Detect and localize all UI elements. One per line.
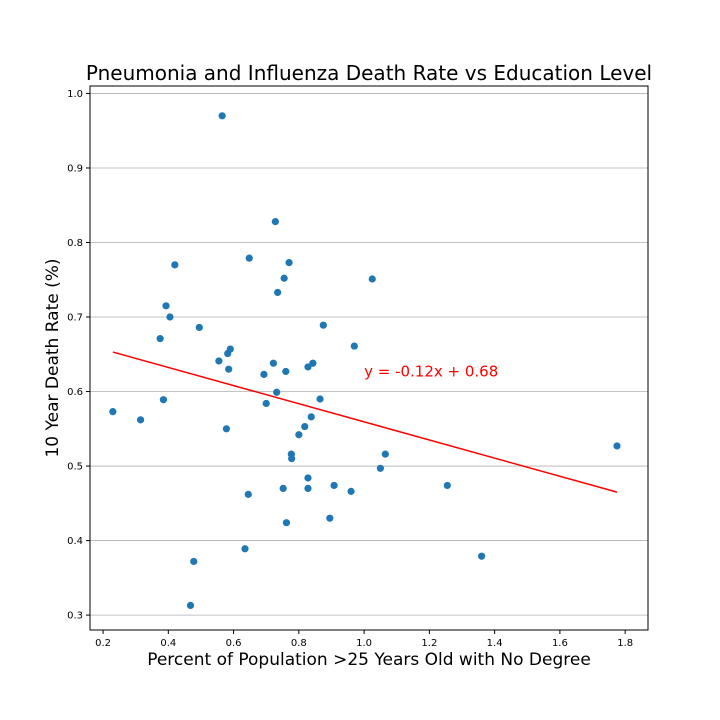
x-tick-label: 0.6 bbox=[226, 638, 242, 649]
data-point bbox=[225, 365, 233, 373]
data-point bbox=[280, 274, 288, 282]
x-axis-ticks: 0.2 0.4 0.6 0.8 1.0 1.2 1.4 1.6 1.8 bbox=[95, 630, 633, 649]
data-point bbox=[330, 481, 338, 490]
data-point bbox=[326, 514, 334, 522]
data-point bbox=[347, 487, 355, 495]
y-tick-label: 0.8 bbox=[67, 238, 83, 249]
regression-equation: y = -0.12x + 0.68 bbox=[364, 363, 498, 381]
data-point bbox=[271, 218, 279, 226]
y-tick-label: 0.6 bbox=[67, 387, 83, 398]
data-point bbox=[304, 363, 312, 371]
data-point bbox=[316, 395, 324, 403]
x-tick-label: 1.8 bbox=[617, 638, 633, 649]
data-point bbox=[282, 519, 291, 527]
x-tick-label: 0.4 bbox=[160, 638, 176, 649]
data-points bbox=[109, 112, 621, 610]
data-point bbox=[136, 416, 145, 424]
data-point bbox=[376, 464, 385, 472]
data-point bbox=[166, 313, 174, 321]
data-point bbox=[274, 288, 282, 297]
data-point bbox=[190, 557, 198, 566]
data-point bbox=[262, 399, 270, 408]
data-point bbox=[295, 431, 303, 439]
data-point bbox=[301, 422, 309, 431]
data-point bbox=[218, 112, 226, 120]
x-tick-label: 1.2 bbox=[421, 638, 437, 649]
data-point bbox=[288, 455, 296, 463]
data-point bbox=[381, 450, 389, 458]
data-point bbox=[282, 367, 290, 376]
trendline-layer bbox=[112, 351, 618, 493]
data-point bbox=[162, 302, 170, 310]
data-point bbox=[156, 335, 164, 343]
y-axis-label: 10 Year Death Rate (%) bbox=[43, 258, 63, 457]
data-point bbox=[109, 408, 117, 416]
data-point bbox=[368, 275, 376, 283]
data-point bbox=[241, 545, 249, 553]
y-tick-label: 0.3 bbox=[67, 611, 83, 622]
y-tick-label: 0.5 bbox=[67, 462, 83, 473]
chart-title: Pneumonia and Influenza Death Rate vs Ed… bbox=[86, 61, 652, 85]
data-point bbox=[260, 370, 268, 378]
data-point bbox=[226, 345, 234, 353]
data-point bbox=[613, 442, 621, 450]
x-tick-label: 0.2 bbox=[95, 638, 111, 649]
trendline bbox=[112, 351, 618, 493]
y-tick-label: 0.7 bbox=[67, 313, 83, 324]
data-point bbox=[245, 254, 253, 262]
data-point bbox=[215, 357, 223, 365]
data-point bbox=[222, 425, 230, 433]
data-point bbox=[307, 413, 315, 421]
plot-area-frame bbox=[89, 85, 649, 631]
data-point bbox=[443, 481, 451, 490]
y-tick-label: 1.0 bbox=[67, 89, 83, 100]
data-point bbox=[477, 552, 486, 560]
data-point bbox=[195, 323, 203, 332]
y-tick-label: 0.9 bbox=[67, 163, 83, 174]
data-point bbox=[244, 490, 252, 498]
x-tick-label: 1.0 bbox=[356, 638, 372, 649]
data-point bbox=[171, 261, 179, 269]
data-point bbox=[159, 396, 168, 404]
x-axis-label: Percent of Population >25 Years Old with… bbox=[147, 650, 591, 670]
x-tick-label: 1.6 bbox=[552, 638, 568, 649]
data-point bbox=[304, 474, 312, 482]
grid-lines bbox=[90, 93, 648, 616]
x-tick-label: 0.8 bbox=[291, 638, 307, 649]
data-point bbox=[186, 601, 195, 610]
x-tick-label: 1.4 bbox=[487, 638, 503, 649]
data-point bbox=[285, 259, 293, 267]
data-point bbox=[309, 359, 317, 367]
data-point bbox=[319, 321, 327, 329]
data-point bbox=[279, 484, 287, 493]
data-point bbox=[350, 342, 358, 350]
data-point bbox=[269, 359, 277, 367]
y-axis-ticks: 0.3 0.4 0.5 0.6 0.7 0.8 0.9 1.0 bbox=[67, 89, 90, 622]
y-tick-label: 0.4 bbox=[67, 536, 83, 547]
data-point bbox=[273, 388, 281, 396]
data-point bbox=[304, 484, 312, 493]
